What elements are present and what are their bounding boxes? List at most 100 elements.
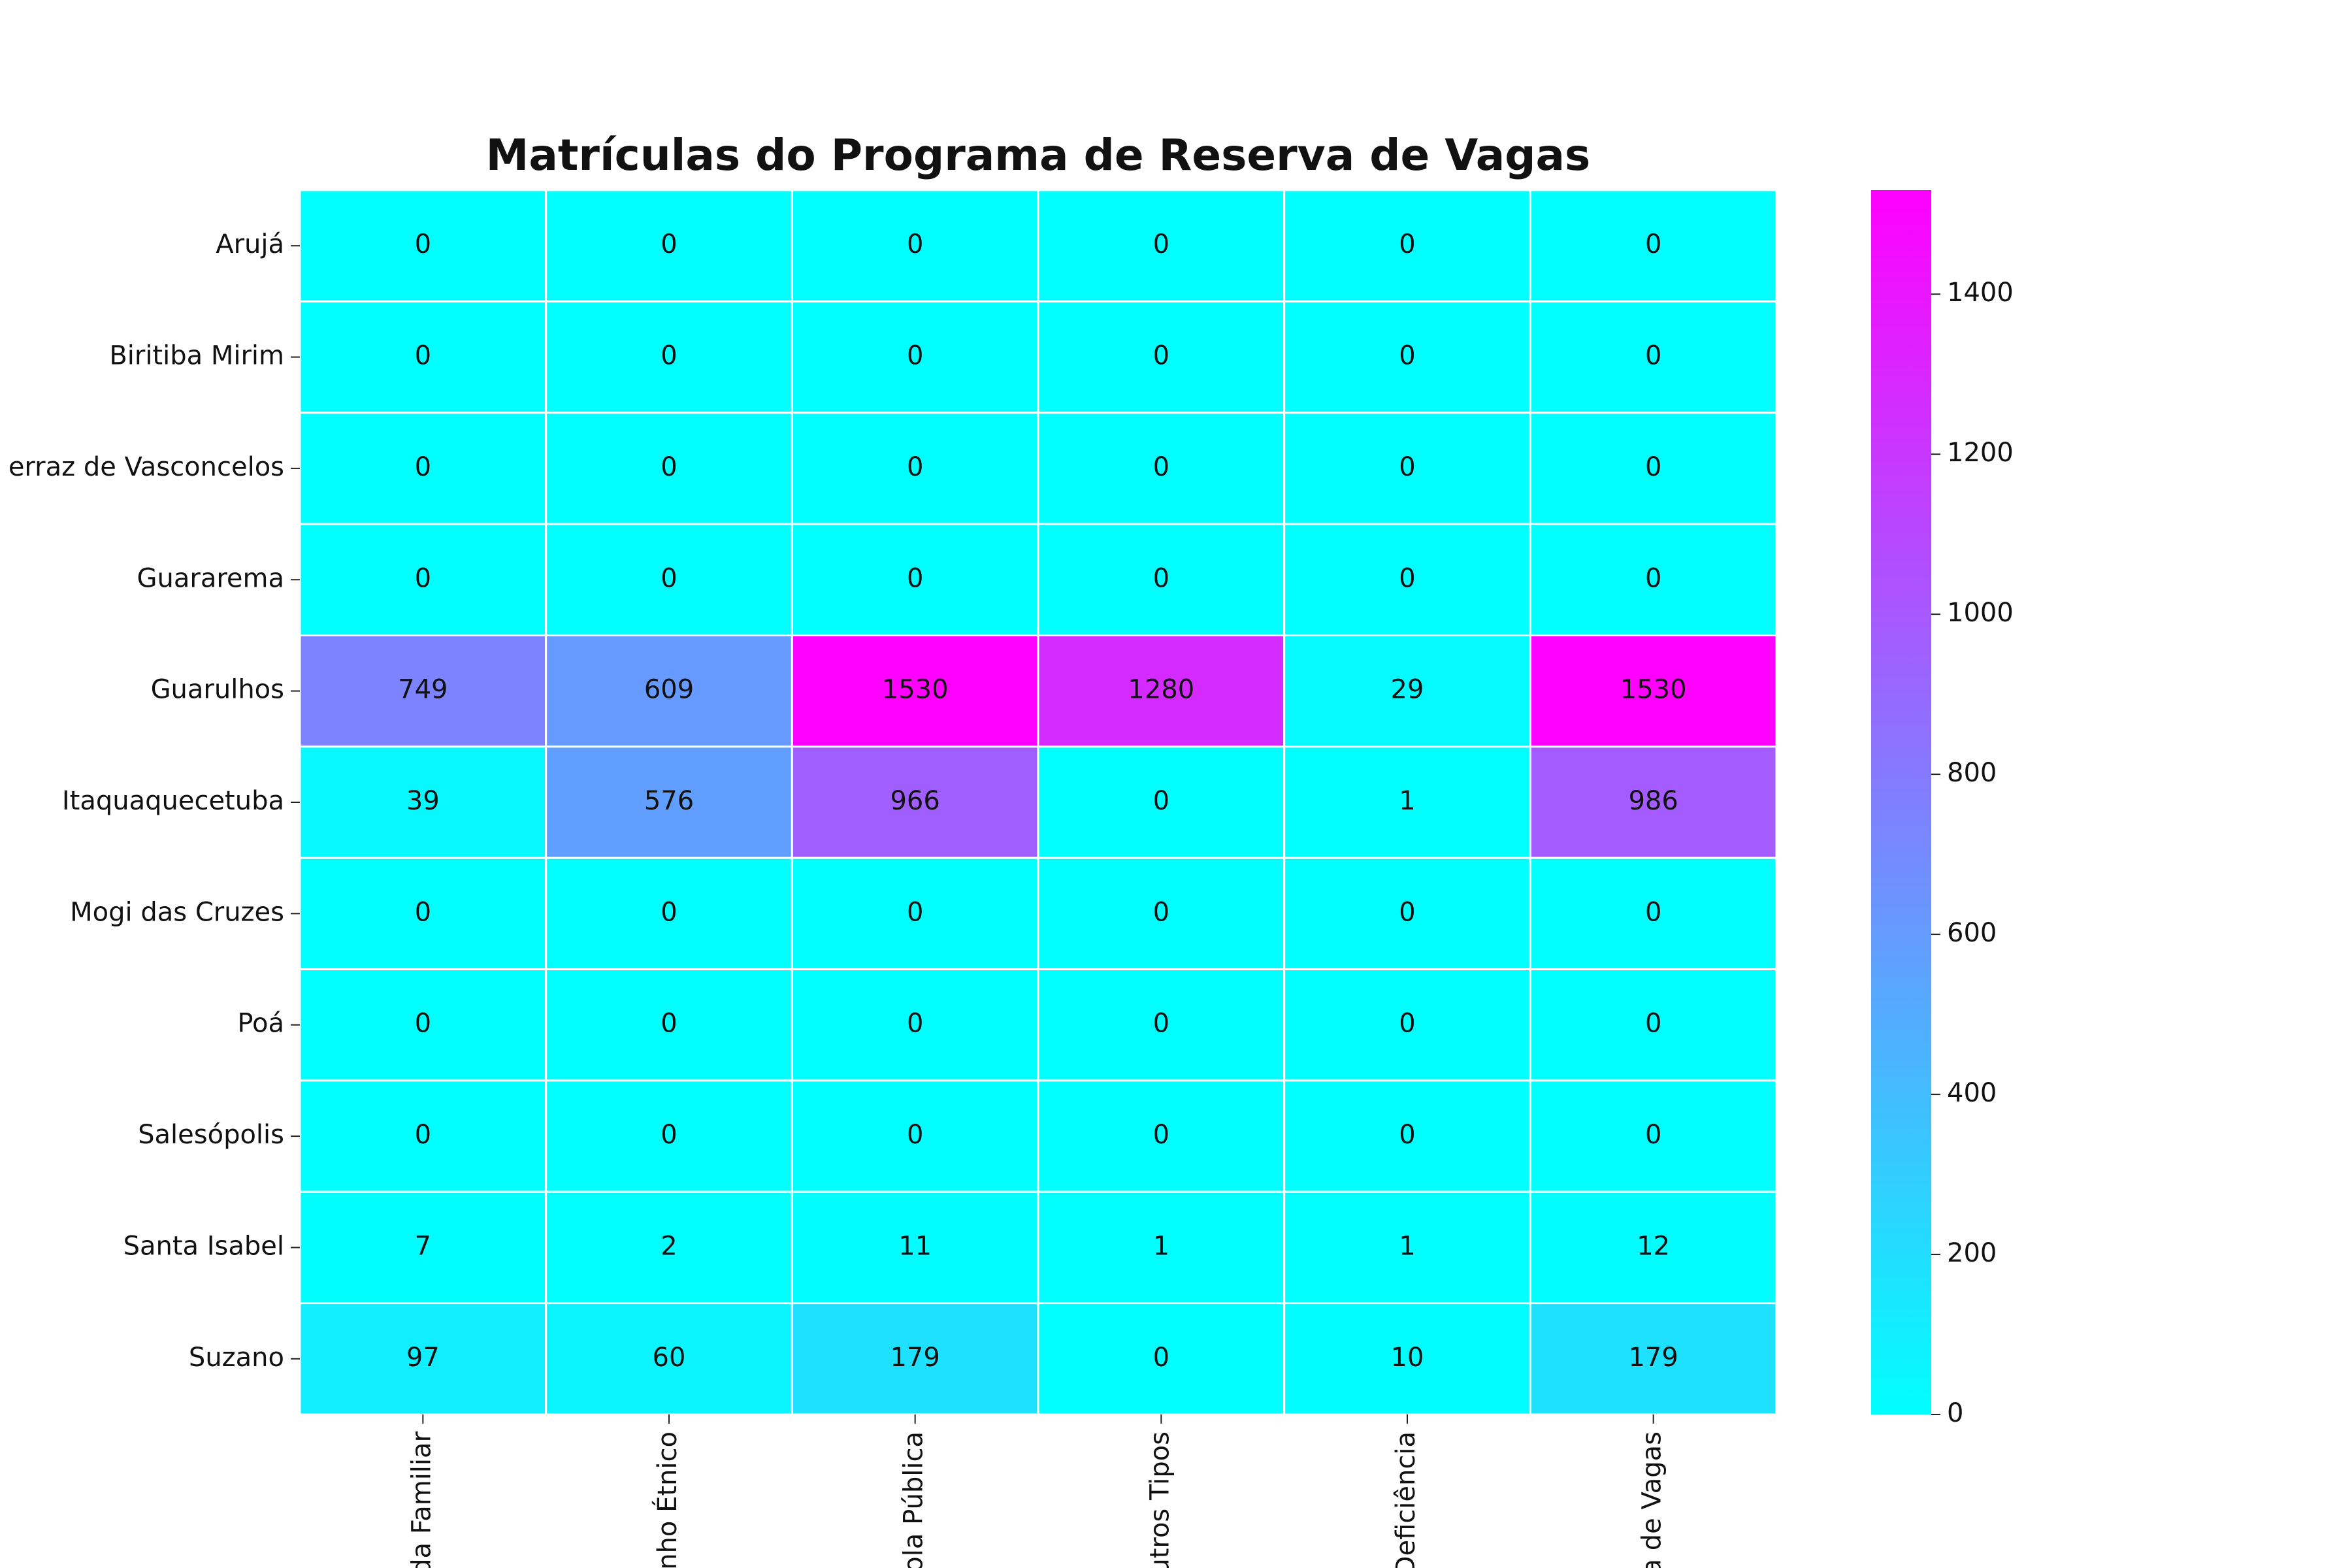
heatmap-cell — [299, 412, 547, 525]
heatmap-cell — [1529, 189, 1778, 302]
cell-label: 0 — [415, 1009, 431, 1039]
heatmap-cell — [299, 1190, 547, 1305]
cell-label: 0 — [661, 229, 677, 259]
colorbar-tick-label: 0 — [1947, 1398, 1963, 1428]
heatmap-cell — [1283, 1079, 1531, 1193]
y-tick-label: Mogi das Cruzes — [70, 897, 284, 927]
cell-label: 0 — [1399, 897, 1415, 927]
heatmap-cell — [1283, 523, 1531, 636]
cell-label: 10 — [1391, 1343, 1424, 1373]
heatmap-cell — [1529, 1079, 1778, 1193]
heatmap-cell — [299, 968, 547, 1082]
cell-label: 60 — [653, 1343, 686, 1373]
cell-label: 0 — [1399, 229, 1415, 259]
heatmap-cell — [545, 1190, 793, 1305]
cell-label: 0 — [907, 341, 923, 371]
y-tick-label: Arujá — [216, 229, 284, 259]
heatmap-cell — [545, 1079, 793, 1193]
x-tick-label: ra de Vagas — [1637, 1431, 1667, 1568]
heatmap-cell — [1529, 634, 1778, 748]
heatmap-cell — [299, 1079, 547, 1193]
heatmap-cell — [1037, 857, 1286, 971]
cell-label: 1 — [1399, 786, 1415, 816]
heatmap-cell — [299, 857, 547, 971]
x-tick-label: Deficiência — [1391, 1431, 1421, 1568]
cell-label: 0 — [1153, 563, 1169, 593]
colorbar-tick-label: 600 — [1947, 918, 1997, 948]
y-tick-label: Suzano — [189, 1343, 284, 1373]
cell-label: 0 — [1153, 1009, 1169, 1039]
x-tick-label: unho Étnico — [651, 1431, 683, 1568]
cell-label: 0 — [1399, 341, 1415, 371]
heatmap-cell — [1037, 412, 1286, 525]
cell-label: 179 — [890, 1343, 939, 1373]
cell-label: 2 — [661, 1231, 677, 1261]
cell-label: 0 — [415, 897, 431, 927]
cell-label: 0 — [661, 1009, 677, 1039]
cell-label: 0 — [415, 229, 431, 259]
cell-label: 0 — [1153, 229, 1169, 259]
heatmap-cell — [791, 968, 1039, 1082]
heatmap-cell — [1037, 634, 1286, 748]
heatmap-cell — [299, 1302, 547, 1416]
heatmap-cell — [1529, 1302, 1778, 1416]
cell-label: 97 — [406, 1343, 440, 1373]
cell-label: 576 — [644, 786, 694, 816]
cell-label: 0 — [415, 563, 431, 593]
cell-label: 0 — [1645, 1120, 1661, 1150]
heatmap-cell — [1283, 968, 1531, 1082]
cell-label: 0 — [1153, 452, 1169, 482]
cell-label: 609 — [644, 675, 694, 705]
y-tick-label: Poá — [237, 1009, 284, 1039]
heatmap-cell — [791, 189, 1039, 302]
cell-label: 179 — [1628, 1343, 1678, 1373]
cell-label: 12 — [1637, 1231, 1670, 1261]
cell-label: 0 — [1153, 1120, 1169, 1150]
cell-label: 0 — [1645, 563, 1661, 593]
cell-label: 29 — [1391, 675, 1424, 705]
heatmap-cell — [299, 523, 547, 636]
cell-label: 0 — [1399, 1009, 1415, 1039]
cell-label: 0 — [1399, 452, 1415, 482]
chart-title: Matrículas do Programa de Reserva de Vag… — [486, 130, 1591, 180]
heatmap-cell — [1037, 189, 1286, 302]
heatmap-cell — [791, 857, 1039, 971]
heatmap-cell — [299, 745, 547, 859]
cell-label: 0 — [1153, 341, 1169, 371]
cell-label: 0 — [1153, 786, 1169, 816]
colorbar-tick-label: 1200 — [1947, 438, 2014, 468]
heatmap-cell — [545, 189, 793, 302]
cell-label: 1530 — [882, 675, 949, 705]
cell-label: 0 — [1645, 229, 1661, 259]
heatmap-cell — [545, 523, 793, 636]
heatmap-cell — [545, 857, 793, 971]
cell-label: 0 — [661, 341, 677, 371]
cell-label: 1 — [1153, 1231, 1169, 1261]
heatmap-cell — [1037, 523, 1286, 636]
cell-label: 0 — [1399, 563, 1415, 593]
heatmap-cell — [299, 189, 547, 302]
cell-label: 11 — [898, 1231, 932, 1261]
colorbar-tick-label: 800 — [1947, 758, 1997, 788]
heatmap-cell — [1283, 1190, 1531, 1305]
heatmap-cell — [791, 1079, 1039, 1193]
cell-label: 0 — [1645, 452, 1661, 482]
y-tick-label: Itaquaquecetuba — [62, 786, 284, 816]
cell-label: 0 — [661, 1120, 677, 1150]
cell-label: 966 — [890, 786, 939, 816]
cell-label: 1 — [1399, 1231, 1415, 1261]
heatmap-cell — [1529, 300, 1778, 414]
heatmap-cell — [1529, 745, 1778, 859]
colorbar-tick-label: 400 — [1947, 1078, 1997, 1108]
heatmap-cell — [299, 634, 547, 748]
cell-label: 0 — [415, 341, 431, 371]
y-tick-label: Biritiba Mirim — [109, 341, 284, 371]
x-tick-label: cola Pública — [899, 1431, 929, 1568]
cell-label: 0 — [907, 563, 923, 593]
y-tick-label: Santa Isabel — [123, 1231, 284, 1261]
y-tick-label: Guarulhos — [151, 675, 284, 705]
cell-label: 0 — [907, 897, 923, 927]
colorbar — [1871, 190, 1931, 1414]
heatmap-cell — [1037, 1302, 1286, 1416]
cell-label: 7 — [415, 1231, 431, 1261]
